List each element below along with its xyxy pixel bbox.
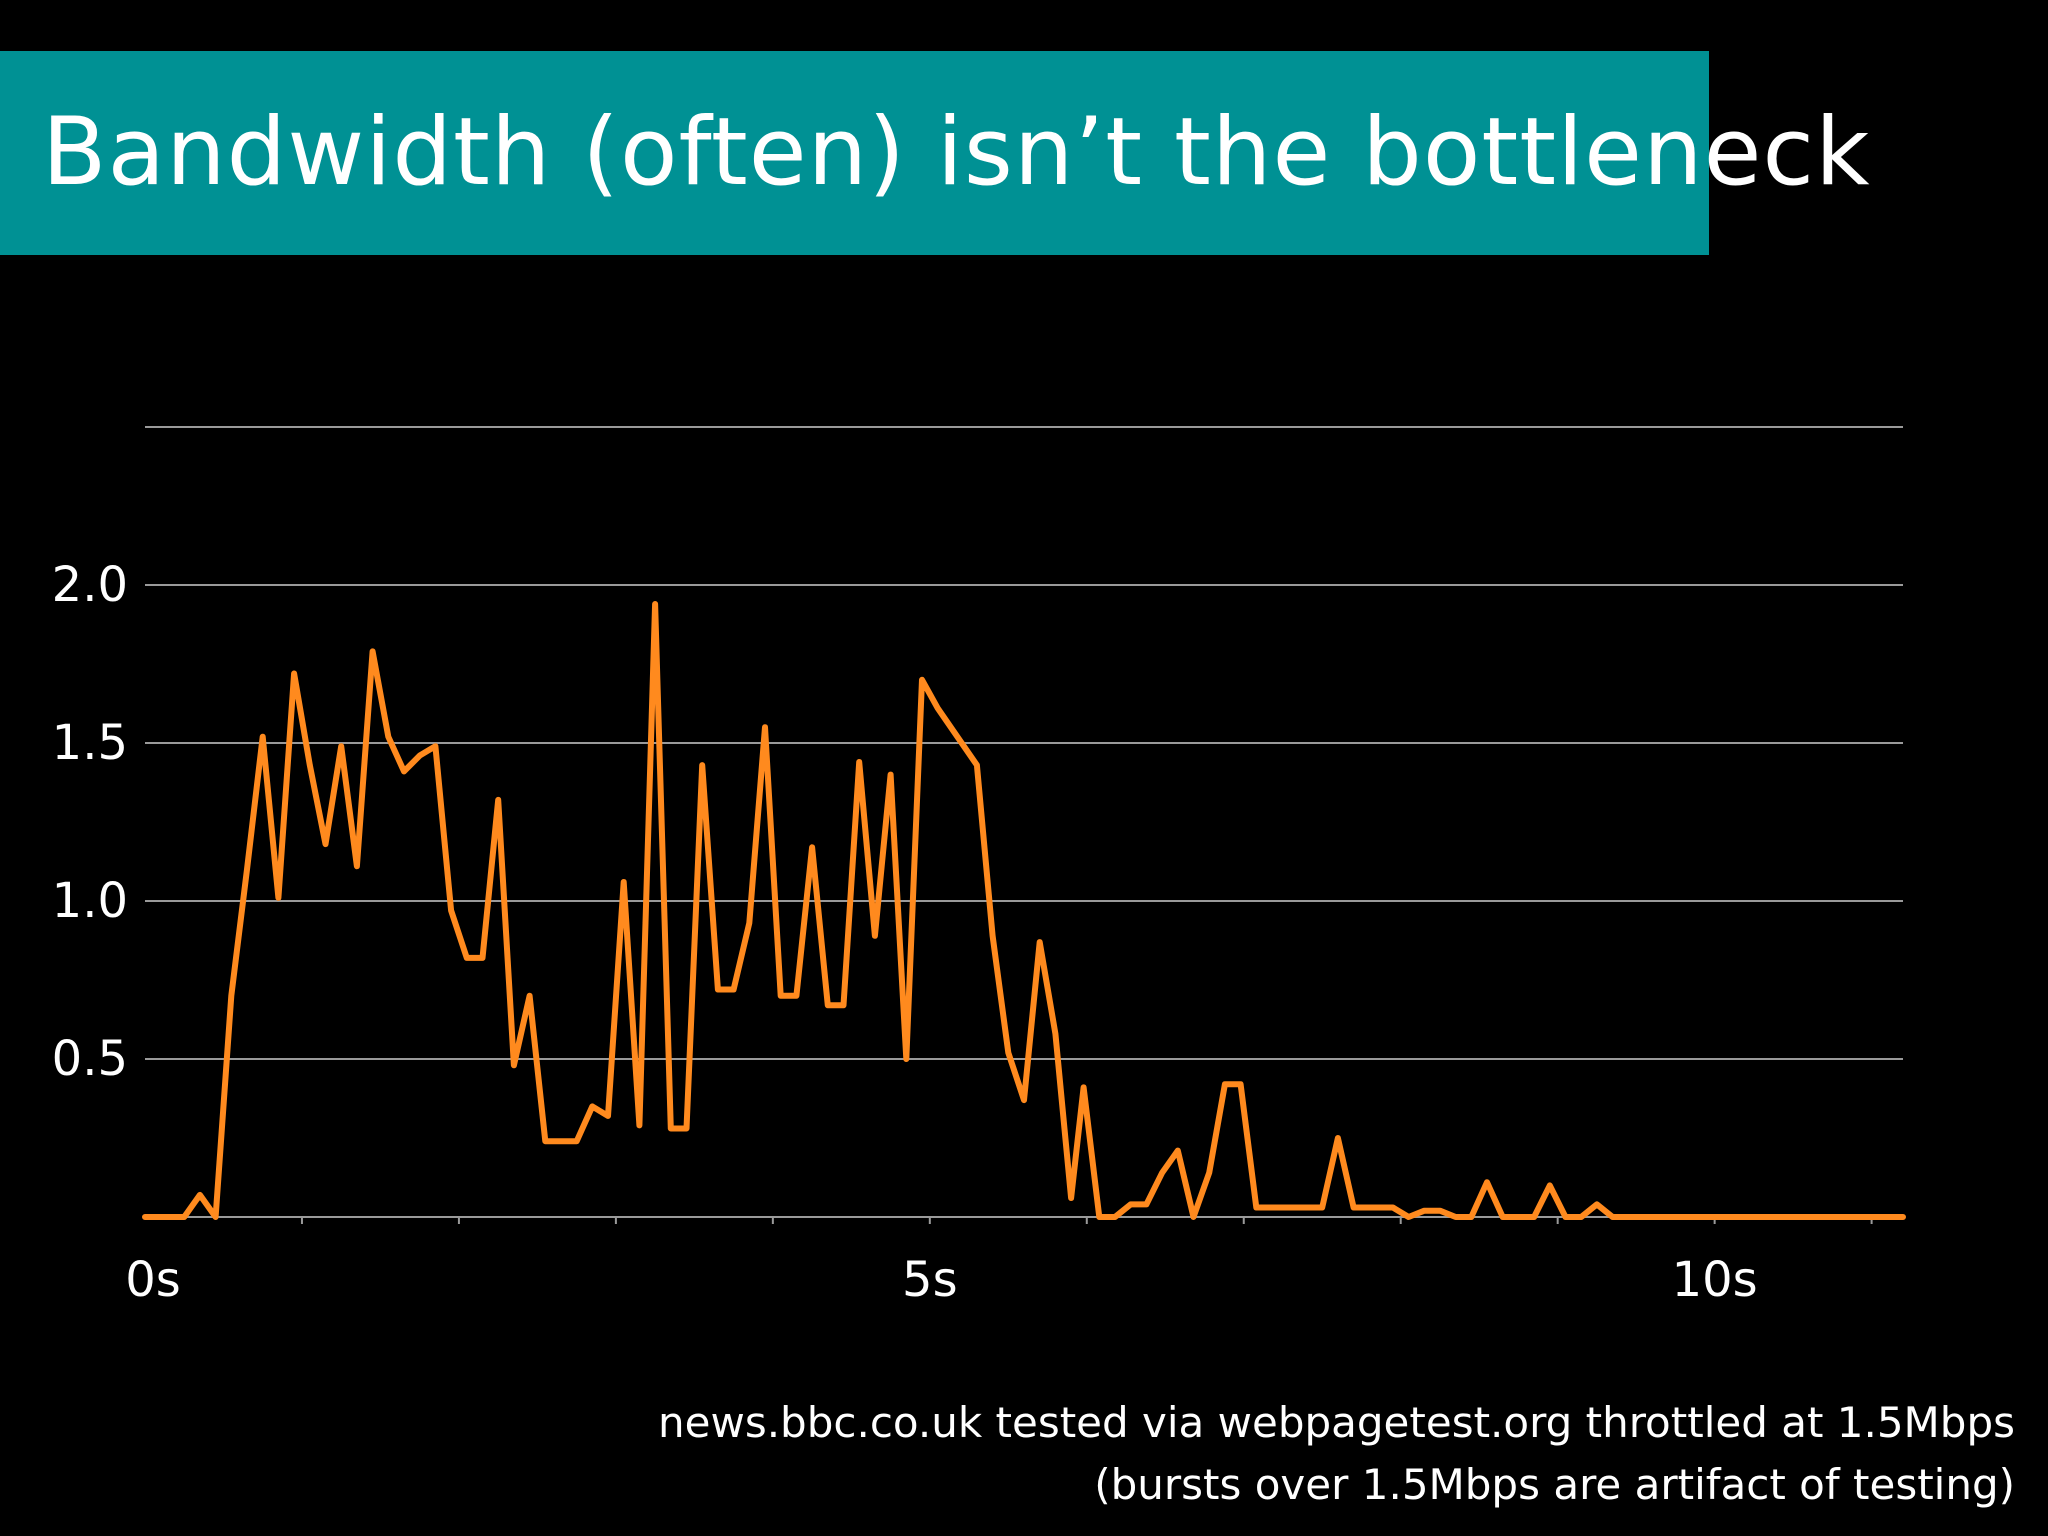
- x-tick-label: 5s: [902, 1252, 958, 1308]
- title-bar: Bandwidth (often) isn’t the bottleneck: [0, 51, 1870, 255]
- y-tick-label: 0.5: [52, 1031, 128, 1087]
- grid-layer: [145, 426, 1903, 1060]
- y-tick-label: 2.0: [52, 557, 128, 613]
- bandwidth-series-line: [142, 601, 1906, 1220]
- caption-note: (bursts over 1.5Mbps are artifact of tes…: [1094, 1460, 2015, 1509]
- x-tick-label: 10s: [1672, 1252, 1758, 1308]
- x-tick-label: 0s: [125, 1252, 181, 1308]
- caption-source: news.bbc.co.uk tested via webpagetest.or…: [658, 1398, 2015, 1447]
- y-tick-label: 1.5: [52, 715, 128, 771]
- label-layer: 0.5 1.0 1.5 2.0 0s 5s 10s: [52, 557, 1758, 1308]
- series-layer: [142, 601, 1906, 1220]
- slide-title: Bandwidth (often) isn’t the bottleneck: [42, 98, 1871, 207]
- y-tick-label: 1.0: [52, 873, 128, 929]
